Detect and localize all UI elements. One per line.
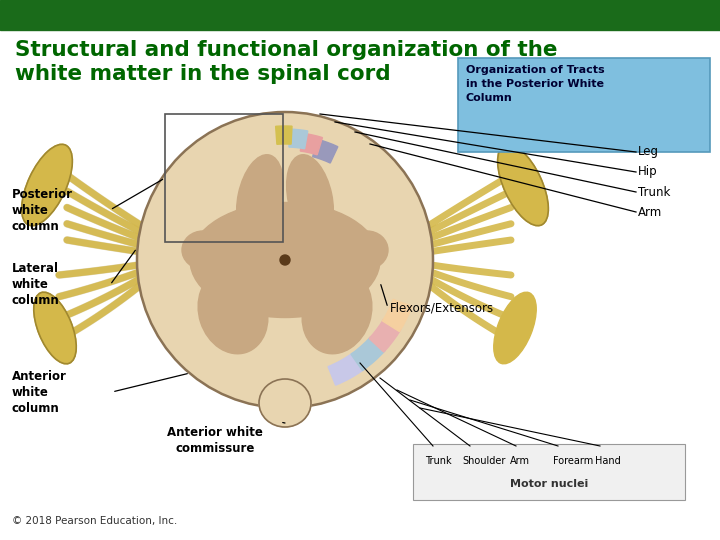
Ellipse shape [302,270,372,354]
Text: Hip: Hip [638,165,657,179]
Ellipse shape [498,144,549,226]
FancyBboxPatch shape [413,444,685,500]
Text: white matter in the spinal cord: white matter in the spinal cord [15,64,391,84]
Text: Motor nuclei: Motor nuclei [510,479,588,489]
Text: Leg: Leg [638,145,659,159]
Text: © 2018 Pearson Education, Inc.: © 2018 Pearson Education, Inc. [12,516,177,526]
Text: Posterior
white
column: Posterior white column [12,187,73,233]
Text: Arm: Arm [510,456,530,466]
Wedge shape [351,337,385,370]
Text: Forearm: Forearm [553,456,593,466]
Wedge shape [382,299,412,332]
Wedge shape [312,139,338,163]
Ellipse shape [198,270,268,354]
Ellipse shape [494,292,536,364]
Text: Anterior
white
column: Anterior white column [12,369,67,415]
Circle shape [280,255,290,265]
Bar [0,0,720,30]
Wedge shape [300,133,323,155]
Text: Organization of Tracts
in the Posterior White
Column: Organization of Tracts in the Posterior … [466,65,605,103]
Text: Hand: Hand [595,456,621,466]
Ellipse shape [237,155,284,241]
Ellipse shape [34,292,76,364]
Wedge shape [328,353,364,385]
Wedge shape [289,129,307,149]
Wedge shape [369,319,401,352]
Ellipse shape [287,155,333,241]
Text: Structural and functional organization of the: Structural and functional organization o… [15,40,557,60]
Wedge shape [276,126,292,144]
FancyBboxPatch shape [458,58,710,152]
Ellipse shape [182,231,224,269]
Text: Trunk: Trunk [425,456,451,466]
Text: Flexors/Extensors: Flexors/Extensors [390,301,494,314]
Text: Shoulder: Shoulder [462,456,505,466]
Ellipse shape [190,202,380,318]
Circle shape [137,112,433,408]
Text: Trunk: Trunk [638,186,670,199]
Text: Arm: Arm [638,206,662,219]
Ellipse shape [22,144,72,226]
Ellipse shape [346,231,388,269]
Text: Lateral
white
column: Lateral white column [12,262,60,307]
Text: Anterior white
commissure: Anterior white commissure [167,426,263,455]
Ellipse shape [259,379,311,427]
